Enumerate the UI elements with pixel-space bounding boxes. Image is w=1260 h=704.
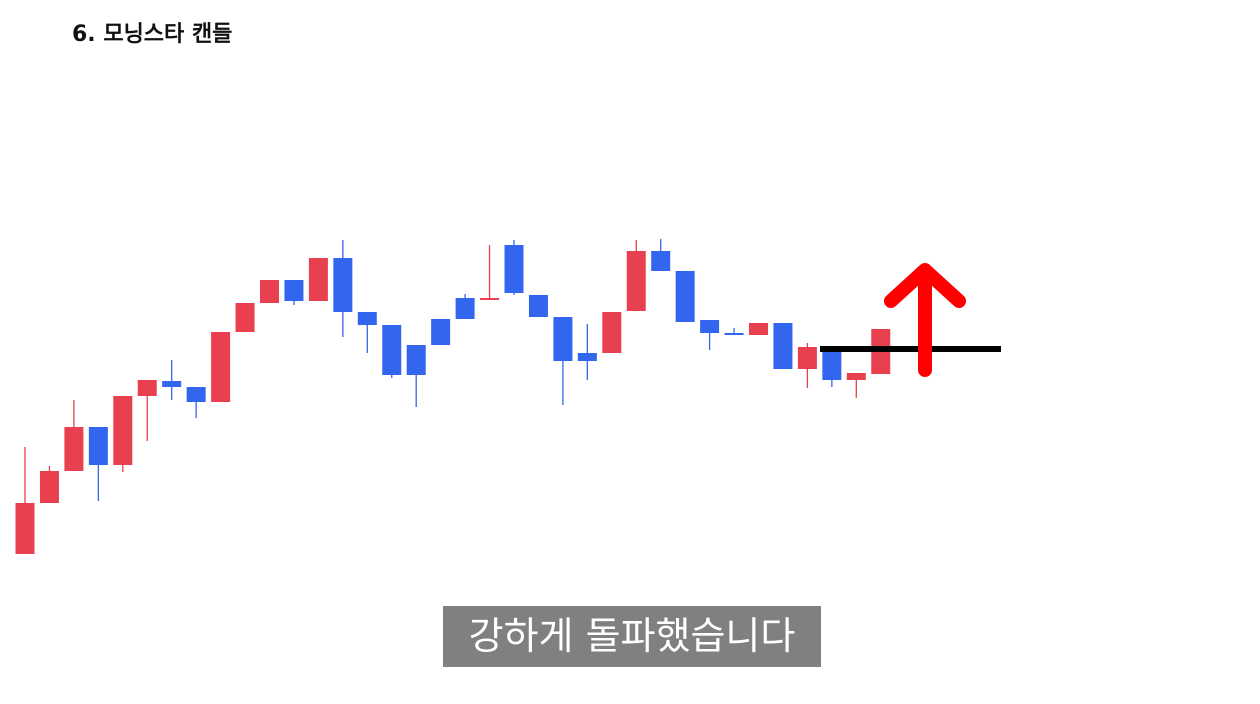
candle-body (773, 323, 793, 369)
candles (15, 239, 1001, 554)
candle-body (137, 380, 157, 396)
candle-body (308, 258, 328, 301)
candle-body (602, 312, 622, 353)
candle-body (333, 258, 353, 312)
candle-body (284, 280, 304, 301)
title: 6. 모닝스타 캔들 (72, 22, 233, 47)
candle-body (749, 323, 768, 335)
candle-body (822, 347, 842, 380)
candle-body (626, 251, 646, 311)
candle-body (675, 271, 695, 322)
candle-body (528, 295, 548, 317)
caption: 강하게 돌파했습니다 (443, 606, 821, 667)
candle-body (724, 333, 744, 335)
candle-body (39, 471, 59, 503)
candle-body (504, 245, 524, 293)
arrow-head (884, 263, 966, 308)
candle-body (15, 503, 35, 554)
candle-body (211, 332, 231, 402)
candle-body (651, 251, 671, 271)
candle-body (700, 320, 720, 333)
candle-body (846, 373, 866, 380)
candle-body (357, 312, 377, 325)
candle-body (235, 303, 255, 332)
candle-body (480, 298, 500, 300)
candle-body (406, 345, 426, 375)
candle-body (431, 319, 451, 345)
candle-body (113, 396, 133, 465)
candle-body (162, 381, 182, 387)
candle-body (577, 353, 597, 361)
candle-body (260, 280, 279, 303)
candle-body (88, 427, 108, 465)
candle-body (382, 325, 402, 375)
candle-body (64, 427, 84, 471)
candle-body (186, 387, 206, 402)
arrow (884, 263, 966, 377)
candle-body (553, 317, 573, 361)
candle-body (455, 298, 475, 319)
candle-body (797, 347, 817, 369)
